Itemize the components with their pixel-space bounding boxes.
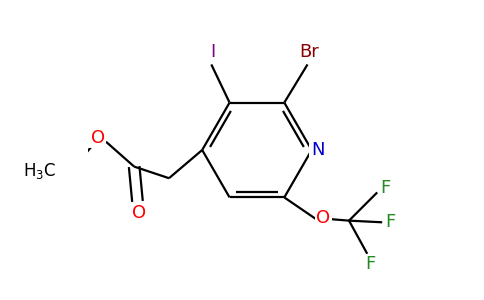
Text: H$_3$C: H$_3$C <box>23 161 56 181</box>
Text: F: F <box>365 255 376 273</box>
Text: F: F <box>380 179 391 197</box>
Text: O: O <box>91 129 105 147</box>
Text: I: I <box>211 44 215 62</box>
Text: O: O <box>133 204 147 222</box>
Text: O: O <box>316 209 330 227</box>
Text: N: N <box>311 141 324 159</box>
Text: Br: Br <box>299 43 319 61</box>
Text: F: F <box>386 213 396 231</box>
